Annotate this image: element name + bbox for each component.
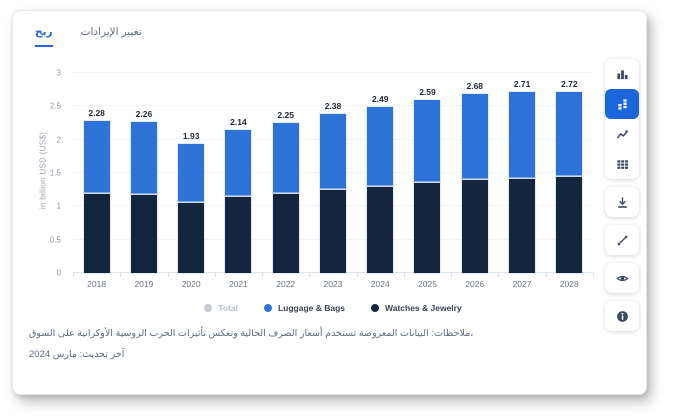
plot-area: 2.28 2.26 1.93 2.14 2.25 2.38 2.49 2.59 2.68 2.71… <box>73 72 594 277</box>
segment-watches-jewelry[interactable] <box>367 185 394 273</box>
segment-watches-jewelry[interactable] <box>414 182 441 273</box>
legend-label: Luggage & Bags <box>277 303 346 313</box>
bars: 2.28 2.26 1.93 2.14 2.25 2.38 2.49 2.59 2.68 2.71… <box>73 73 593 273</box>
y-tick-label: 1 <box>56 201 61 211</box>
last-updated: آخر تحديث: مارس 2024 <box>29 349 125 360</box>
segment-luggage-bags[interactable] <box>414 100 441 183</box>
chart-card: ربح تغيير الإيرادات in billion USD (US$)… <box>12 10 647 395</box>
y-tick-label: 3 <box>56 68 61 78</box>
segment-watches-jewelry[interactable] <box>319 189 346 273</box>
y-tick-label: 0.5 <box>49 235 61 245</box>
bar-2026[interactable]: 2.68 <box>451 73 498 273</box>
legend: Total Luggage & Bags Watches & Jewelry <box>73 303 593 313</box>
segment-luggage-bags[interactable] <box>556 91 583 177</box>
segment-watches-jewelry[interactable] <box>130 194 157 273</box>
bar-total-label: 2.38 <box>324 101 342 112</box>
info-icon[interactable] <box>605 301 639 331</box>
bar-total-label: 2.25 <box>277 110 294 120</box>
bar-2025[interactable]: 2.59 <box>404 73 451 273</box>
bar-total-label: 2.28 <box>88 108 105 118</box>
legend-dot <box>263 304 272 312</box>
segment-watches-jewelry[interactable] <box>509 177 536 273</box>
bar-2021[interactable]: 2.14 <box>215 73 262 273</box>
notes: ملاحظات: البيانات المعروضة تستخدم أسعار … <box>29 328 631 370</box>
bar-2027[interactable]: 2.71 <box>498 73 545 273</box>
segment-watches-jewelry[interactable] <box>178 202 205 273</box>
segment-luggage-bags[interactable] <box>83 121 110 193</box>
bar-total-label: 2.14 <box>230 117 247 128</box>
segment-watches-jewelry[interactable] <box>272 193 299 273</box>
bar-total-label: 2.71 <box>513 79 531 90</box>
download-icon[interactable] <box>605 187 639 217</box>
x-tick-label: 2025 <box>418 279 437 289</box>
bar-total-label: 2.59 <box>419 87 436 98</box>
segment-luggage-bags[interactable] <box>461 94 488 179</box>
x-tick-label: 2021 <box>228 279 248 289</box>
bar-2023[interactable]: 2.38 <box>309 73 356 273</box>
y-tick-label: 2 <box>56 135 61 145</box>
segment-luggage-bags[interactable] <box>225 130 252 197</box>
x-tick-label: 2024 <box>370 279 390 289</box>
x-tick-label: 2027 <box>512 279 532 289</box>
segment-luggage-bags[interactable] <box>319 114 346 189</box>
tab-bar: ربح تغيير الإيرادات <box>13 11 646 47</box>
bar-total-label: 2.49 <box>371 94 389 105</box>
expand-icon[interactable] <box>605 225 639 255</box>
y-tick-label: 0 <box>56 268 61 278</box>
x-tick-label: 2023 <box>323 279 343 289</box>
stacked-bar-chart-icon[interactable] <box>605 89 639 119</box>
bar-total-label: 2.72 <box>561 78 578 89</box>
y-tick-label: 2.5 <box>49 101 61 111</box>
chart-type-button-group <box>605 59 639 179</box>
segment-luggage-bags[interactable] <box>130 122 157 195</box>
bar-2028[interactable]: 2.72 <box>546 73 593 273</box>
legend-item-watches-jewelry[interactable]: Watches & Jewelry <box>371 303 462 313</box>
segment-watches-jewelry[interactable] <box>461 179 488 273</box>
bar-total-label: 1.93 <box>182 131 200 142</box>
line-chart-icon[interactable] <box>605 119 639 149</box>
bar-2024[interactable]: 2.49 <box>357 73 404 273</box>
legend-item-total[interactable]: Total <box>204 303 238 313</box>
x-tick-label: 2022 <box>276 279 296 289</box>
chart-toolbar <box>605 59 639 331</box>
table-icon[interactable] <box>605 149 639 179</box>
segment-luggage-bags[interactable] <box>272 123 299 193</box>
legend-dot <box>371 304 380 312</box>
x-tick-label: 2018 <box>87 279 107 289</box>
segment-luggage-bags[interactable] <box>509 92 536 178</box>
bar-2019[interactable]: 2.26 <box>120 73 167 273</box>
y-axis-labels: 0 0.5 1 1.5 2 2.5 3 <box>31 69 69 278</box>
legend-label: Total <box>218 303 238 313</box>
segment-watches-jewelry[interactable] <box>83 193 110 273</box>
x-tick-label: 2026 <box>465 279 485 289</box>
tab-revenue[interactable]: ربح <box>35 26 53 47</box>
eye-icon[interactable] <box>605 263 639 293</box>
bar-2018[interactable]: 2.28 <box>73 73 120 273</box>
segment-luggage-bags[interactable] <box>367 107 394 186</box>
legend-item-luggage-bags[interactable]: Luggage & Bags <box>263 303 346 313</box>
x-axis-labels: 2018 2019 2020 2021 2022 2023 2024 2025 2026 2027… <box>73 279 593 289</box>
y-tick-label: 1.5 <box>49 168 61 178</box>
bar-2020[interactable]: 1.93 <box>168 73 215 273</box>
bar-total-label: 2.68 <box>466 81 484 92</box>
legend-label: Watches & Jewelry <box>385 303 462 313</box>
bar-total-label: 2.26 <box>135 109 153 120</box>
x-tick-label: 2019 <box>134 279 154 289</box>
tab-revenue-change[interactable]: تغيير الإيرادات <box>80 26 142 38</box>
segment-watches-jewelry[interactable] <box>556 176 583 273</box>
segment-luggage-bags[interactable] <box>178 144 205 203</box>
column-chart-icon[interactable] <box>605 59 639 89</box>
x-tick-label: 2020 <box>181 279 201 289</box>
notes-line: ملاحظات: البيانات المعروضة تستخدم أسعار … <box>29 328 474 339</box>
legend-dot <box>204 304 213 312</box>
segment-watches-jewelry[interactable] <box>225 196 252 273</box>
x-tick-label: 2028 <box>559 279 579 289</box>
bar-2022[interactable]: 2.25 <box>262 73 309 273</box>
